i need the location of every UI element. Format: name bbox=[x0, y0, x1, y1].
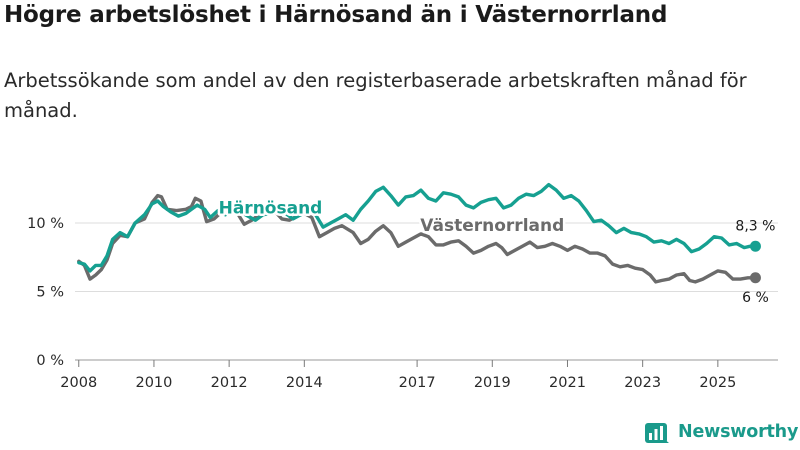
newsworthy-chart-icon bbox=[645, 423, 669, 443]
end-marker-v-sternorrland bbox=[749, 272, 761, 284]
chart-subtitle: Arbetssökande som andel av den registerb… bbox=[4, 69, 747, 122]
newsworthy-logo: Newsworthy bbox=[644, 419, 798, 445]
y-tick-label: 0 % bbox=[36, 353, 64, 369]
x-tick-label: 2025 bbox=[699, 375, 736, 391]
gridlines bbox=[75, 222, 778, 361]
chart-title: Högre arbetslöshet i Härnösand än i Väst… bbox=[4, 2, 668, 28]
x-tick-label: 2019 bbox=[474, 375, 511, 391]
y-axis: 0 % 5 % 10 % bbox=[27, 216, 64, 369]
x-tick-label: 2023 bbox=[624, 375, 661, 391]
end-marker-h-rn-sand bbox=[749, 240, 761, 252]
y-tick-label: 5 % bbox=[36, 284, 64, 300]
series-line-h-rn-sand bbox=[77, 182, 758, 273]
brand-name: Newsworthy bbox=[678, 422, 799, 442]
series-labels: 6 % 8,3 % Västernorrland Härnösand bbox=[216, 196, 775, 306]
end-value-label: 6 % bbox=[742, 290, 769, 306]
y-tick-label: 10 % bbox=[27, 216, 64, 232]
x-tick-label: 2021 bbox=[549, 375, 586, 391]
series-name-label: Härnösand bbox=[219, 198, 323, 218]
x-tick-label: 2008 bbox=[60, 375, 97, 391]
x-axis: 2008 2010 2012 2014 2017 2019 2021 2023 2025 bbox=[60, 360, 736, 391]
x-tick-label: 2010 bbox=[135, 375, 172, 391]
end-value-label: 8,3 % bbox=[735, 218, 775, 234]
series-lines bbox=[77, 182, 761, 284]
x-tick-label: 2014 bbox=[286, 375, 323, 391]
series-name-label: Västernorrland bbox=[420, 216, 564, 236]
x-tick-label: 2012 bbox=[211, 375, 248, 391]
x-tick-label: 2017 bbox=[399, 375, 436, 391]
series-line-v-sternorrland bbox=[77, 193, 758, 284]
